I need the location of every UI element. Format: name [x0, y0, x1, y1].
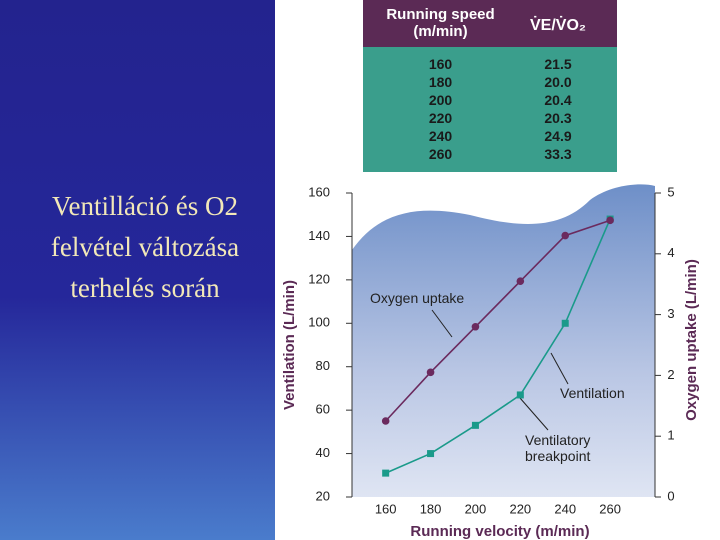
series-line — [385, 218, 611, 474]
background-shape — [352, 184, 655, 497]
table-cell: 240 — [428, 128, 453, 144]
y-axis-label: Ventilation (L/min) — [281, 280, 298, 410]
x-tick-label: 260 — [599, 501, 621, 516]
y-tick-label: 140 — [308, 228, 330, 243]
data-point — [381, 417, 390, 425]
y-tick-label: 100 — [308, 315, 330, 330]
series-line — [385, 219, 611, 422]
data-point — [471, 322, 480, 331]
x-tick-label: 220 — [509, 501, 531, 516]
table-cell: 20.4 — [544, 92, 572, 108]
table-row: 260 33.3 — [363, 146, 617, 164]
y2-tick-label: 5 — [667, 184, 674, 199]
y-tick-label: 20 — [316, 488, 330, 503]
table-cell: 21.5 — [544, 56, 572, 72]
table-cell: 260 — [428, 146, 453, 162]
data-point — [561, 231, 570, 240]
data-point — [561, 319, 569, 327]
data-point — [516, 277, 525, 285]
data-point — [426, 368, 435, 377]
table-row: 200 20.4 — [363, 92, 617, 110]
annotation: Ventilation — [560, 385, 625, 401]
y2-tick-label: 4 — [667, 245, 674, 260]
slide-title: Ventilláció és O2 felvétel változása ter… — [50, 191, 240, 303]
table-cell: 180 — [428, 74, 453, 90]
table: Running speed (m/min) V̇E/V̇O₂ 160 21.5 18… — [363, 0, 617, 172]
y2-tick-label: 1 — [667, 428, 674, 443]
side-panel — [0, 0, 275, 540]
table-cell: 20.0 — [544, 74, 572, 90]
data-point — [516, 391, 524, 399]
y2-tick-label: 3 — [667, 306, 674, 321]
table-header: Running speed (m/min) V̇E/V̇O₂ — [363, 0, 617, 47]
x-tick-label: 180 — [420, 501, 442, 516]
header-cell: V̇E/V̇O₂ — [529, 17, 586, 34]
y-tick-label: 40 — [316, 445, 330, 460]
y2-tick-label: 2 — [667, 367, 674, 382]
y2-tick-label: 0 — [667, 488, 674, 503]
table-row: 240 24.9 — [363, 128, 617, 146]
header-cell: Running speed (m/min) — [386, 6, 495, 40]
x-tick-label: 240 — [554, 501, 576, 516]
y-tick-label: 60 — [316, 402, 330, 417]
table-cell: 24.9 — [544, 128, 572, 144]
leader-line — [550, 352, 569, 385]
leader-line — [431, 309, 453, 338]
table-cell: 33.3 — [544, 146, 572, 162]
data-point — [471, 421, 479, 429]
table-cell: 200 — [428, 92, 453, 108]
annotation: Ventilatory breakpoint — [525, 432, 591, 464]
table-body: 160 21.5 180 20.0 200 20.4 220 20.3 240 24.9 260 33… — [363, 47, 617, 172]
table-row: 180 20.0 — [363, 74, 617, 92]
table-cell: 220 — [428, 110, 453, 126]
y-tick-label: 80 — [316, 358, 330, 373]
y-tick-label: 160 — [308, 184, 330, 199]
data-point — [606, 216, 614, 225]
x-tick-label: 160 — [375, 501, 397, 516]
table-cell: 160 — [428, 56, 453, 72]
table-row: 160 21.5 — [363, 56, 617, 74]
x-axis-label: Running velocity (m/min) — [410, 523, 589, 540]
table-row: 220 20.3 — [363, 110, 617, 128]
leader-line — [519, 397, 549, 431]
y-tick-label: 120 — [308, 271, 330, 286]
data-point — [427, 450, 435, 458]
data-point — [382, 469, 390, 477]
annotation: Oxygen uptake — [370, 290, 465, 306]
table-cell: 20.3 — [544, 110, 572, 126]
y2-axis-label: Oxygen uptake (L/min) — [683, 259, 700, 421]
x-tick-label: 200 — [465, 501, 487, 516]
